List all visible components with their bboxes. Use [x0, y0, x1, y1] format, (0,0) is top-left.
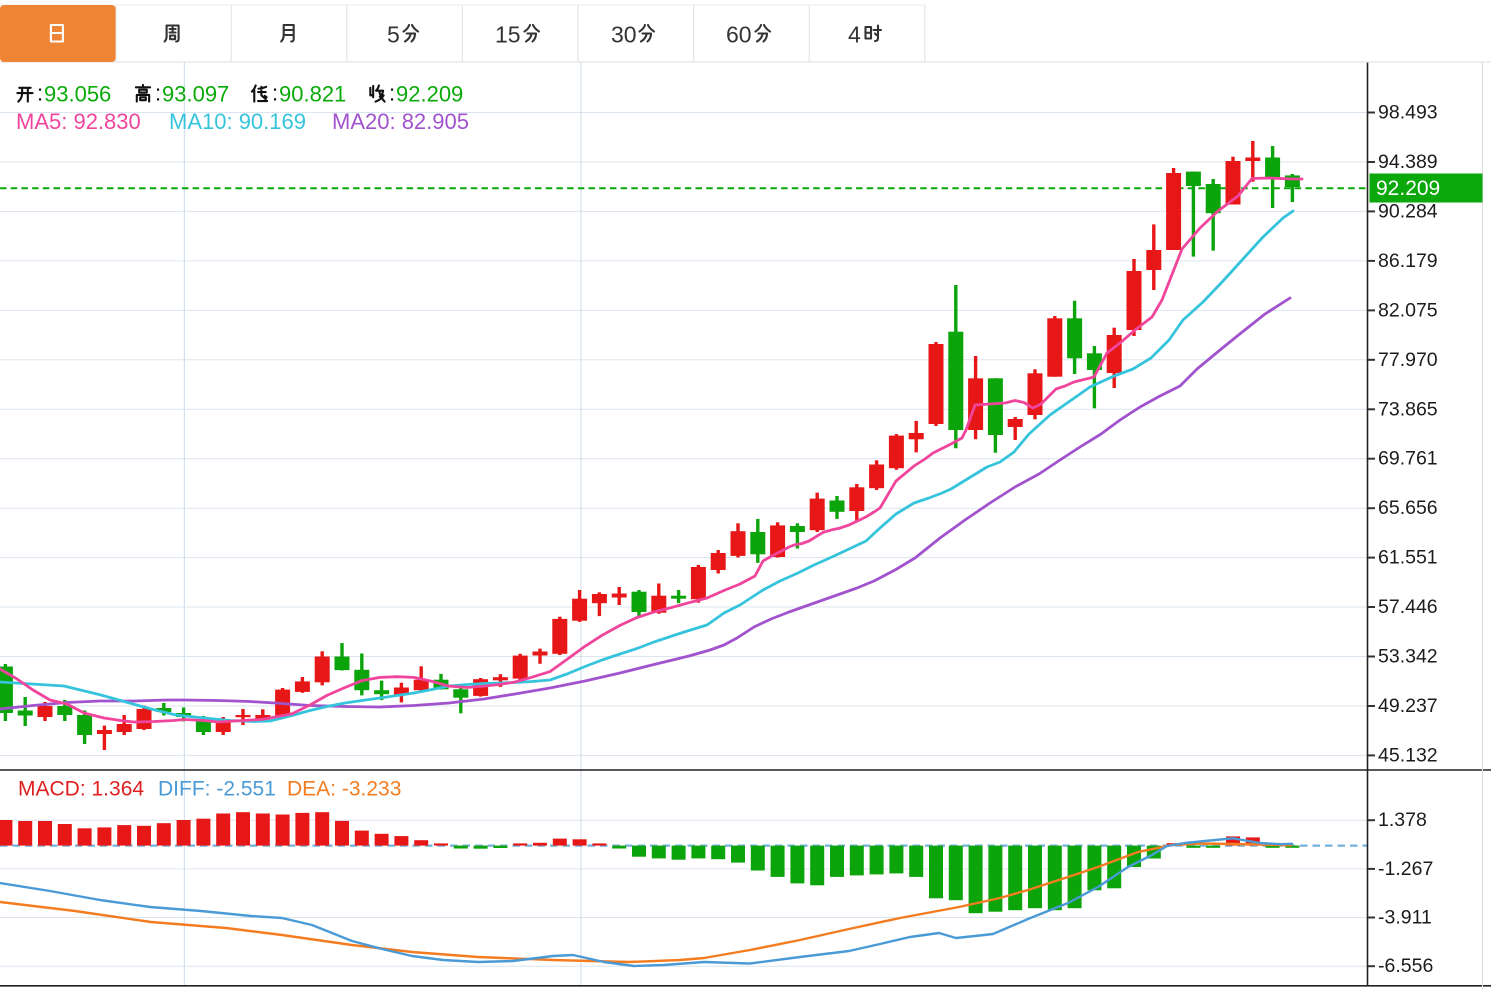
svg-text:93.097: 93.097	[162, 82, 229, 107]
svg-text::: :	[37, 81, 43, 106]
svg-text:15: 15	[495, 22, 521, 48]
svg-text:57.446: 57.446	[1378, 596, 1438, 618]
svg-text::: :	[272, 81, 278, 106]
svg-text:65.656: 65.656	[1378, 497, 1438, 519]
svg-text:69.761: 69.761	[1378, 448, 1438, 470]
svg-text:1.378: 1.378	[1378, 809, 1427, 831]
svg-text:77.970: 77.970	[1378, 349, 1438, 371]
svg-text:53.342: 53.342	[1378, 646, 1438, 668]
svg-text:49.237: 49.237	[1378, 695, 1438, 717]
svg-text:92.209: 92.209	[396, 82, 463, 107]
svg-text:MACD: 1.364: MACD: 1.364	[18, 778, 144, 801]
svg-text:-6.556: -6.556	[1378, 955, 1433, 977]
svg-text:92.209: 92.209	[1376, 177, 1440, 200]
svg-text:60: 60	[726, 22, 752, 48]
svg-text:5: 5	[387, 22, 400, 48]
svg-text:30: 30	[611, 22, 637, 48]
svg-text:45.132: 45.132	[1378, 744, 1438, 766]
svg-text:4: 4	[848, 22, 861, 48]
svg-text:MA10: 90.169: MA10: 90.169	[169, 109, 306, 134]
svg-text:-1.267: -1.267	[1378, 858, 1433, 880]
svg-text:MA5: 92.830: MA5: 92.830	[16, 109, 141, 134]
svg-text:DEA: -3.233: DEA: -3.233	[287, 778, 401, 801]
svg-text:94.389: 94.389	[1378, 151, 1438, 173]
svg-text::: :	[389, 81, 395, 106]
svg-text:-3.911: -3.911	[1378, 907, 1432, 929]
svg-text:90.284: 90.284	[1378, 200, 1438, 222]
svg-text:98.493: 98.493	[1378, 102, 1438, 124]
svg-text:93.056: 93.056	[44, 82, 111, 107]
svg-text:MA20: 82.905: MA20: 82.905	[332, 109, 469, 134]
svg-text:86.179: 86.179	[1378, 250, 1438, 272]
svg-text::: :	[155, 81, 161, 106]
svg-text:73.865: 73.865	[1378, 398, 1438, 420]
svg-text:82.075: 82.075	[1378, 299, 1438, 321]
svg-text:DIFF: -2.551: DIFF: -2.551	[158, 778, 276, 801]
svg-text:90.821: 90.821	[279, 82, 346, 107]
svg-text:61.551: 61.551	[1378, 547, 1438, 569]
